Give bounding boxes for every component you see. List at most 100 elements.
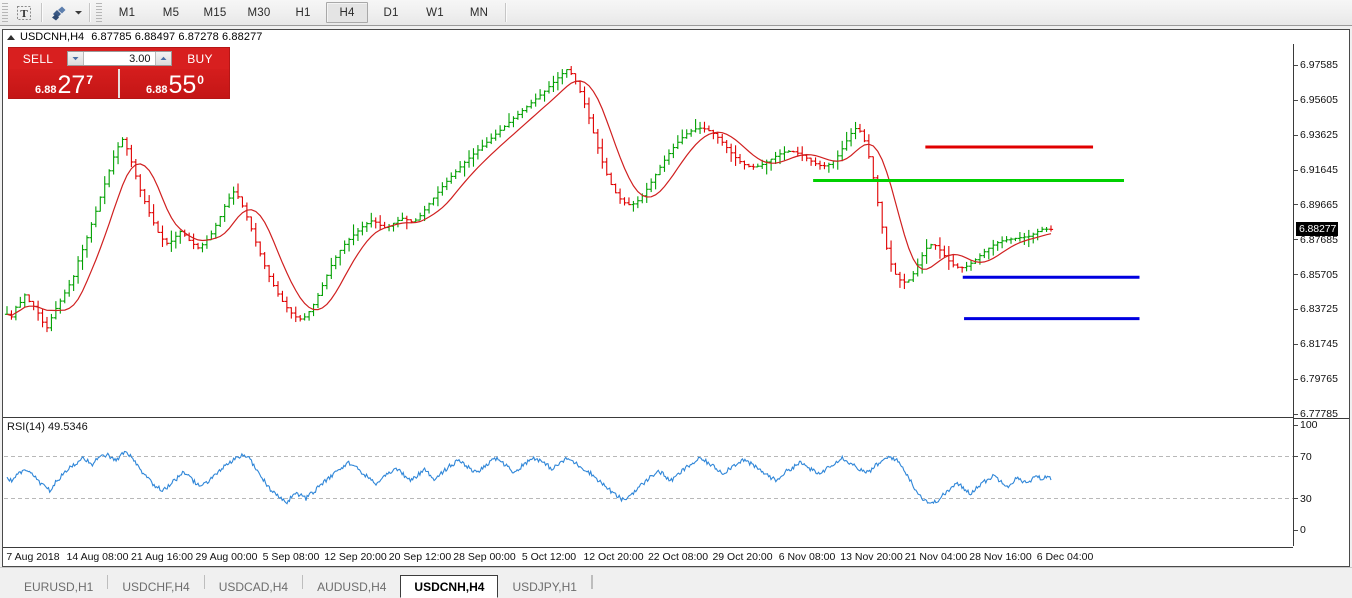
chart-tab-usdchf-h4[interactable]: USDCHF,H4 [122, 580, 190, 594]
price-tick: 6.81745 [1294, 338, 1338, 350]
svg-text:T: T [20, 8, 28, 20]
time-tick-label: 28 Sep 00:00 [453, 551, 516, 563]
tick-dash [1294, 343, 1298, 345]
timeframe-m1[interactable]: M1 [118, 6, 136, 19]
price-tick: 6.89665 [1294, 199, 1338, 211]
timeframe-toolbar-grip[interactable] [96, 3, 102, 22]
timeframe-h1[interactable]: H1 [295, 6, 311, 19]
rsi-label: RSI(14) 49.5346 [7, 421, 88, 433]
time-scale[interactable]: 7 Aug 2018 14 Aug 08:00 21 Aug 16:00 29 Aug… [3, 547, 1293, 567]
rsi-tick-label: 0 [1300, 524, 1306, 536]
buy-price-main: 55 [168, 71, 197, 99]
time-tick-label: 6 Nov 08:00 [778, 551, 836, 563]
tab-divider [203, 574, 205, 589]
timeframe-h4[interactable]: H4 [326, 2, 368, 23]
time-tick-label: 12 Sep 20:00 [324, 551, 387, 563]
chart-tab-usdjpy-h1[interactable]: USDJPY,H1 [512, 580, 577, 594]
price-tick: 6.77785 [1294, 408, 1338, 420]
price-pane[interactable] [3, 44, 1349, 418]
sell-price-cell[interactable]: 6.88 27 7 [9, 69, 120, 98]
price-tick-label: 6.89665 [1300, 198, 1338, 211]
moving-average-line [6, 80, 1052, 317]
timeframe-group: M1 M5 M15 M30 H1 H4 D1 W1 MN [105, 2, 501, 23]
time-tick-label: 14 Aug 08:00 [66, 551, 129, 563]
tick-dash [1294, 529, 1298, 531]
price-tick-label: 6.87685 [1300, 233, 1338, 246]
toolbar-separator-2 [89, 3, 90, 22]
current-price-label: 6.88277 [1296, 222, 1339, 237]
rsi-chart-svg [4, 450, 1293, 505]
timeframe-mn[interactable]: MN [469, 6, 489, 19]
volume-stepper[interactable]: 3.00 [66, 51, 172, 66]
price-scale[interactable]: 6.97585 6.95605 6.93625 6.91645 6.89665 6.876… [1293, 44, 1349, 546]
chart-symbol-label: USDCNH,H4 [20, 31, 85, 43]
time-tick-label: 6 Dec 04:00 [1036, 551, 1094, 563]
rsi-tick: 0 [1294, 524, 1306, 536]
rsi-tick-label: 70 [1300, 450, 1312, 463]
sell-button[interactable]: SELL [22, 51, 54, 66]
toolbar-separator-3 [505, 3, 506, 22]
rsi-tick: 30 [1294, 493, 1312, 505]
timeframe-m5[interactable]: M5 [162, 6, 180, 19]
time-tick-label: 21 Aug 16:00 [131, 551, 193, 563]
timeframe-w1[interactable]: W1 [426, 6, 444, 19]
tick-dash [1294, 498, 1298, 499]
time-tick-label: 12 Oct 20:00 [583, 551, 644, 563]
objects-dropdown-icon[interactable] [46, 1, 72, 24]
main-toolbar: T M1 M5 M15 M30 H1 H4 D1 W1 MN [0, 0, 1352, 26]
chart-ohlc-values: 6.87785 6.88497 6.87278 6.88277 [91, 31, 263, 43]
price-tick: 6.79765 [1294, 373, 1338, 385]
chart-window[interactable]: USDCNH,H4 6.87785 6.88497 6.87278 6.8827… [2, 29, 1350, 567]
chevron-down-icon[interactable] [72, 2, 85, 23]
chart-tab-bar: EURUSD,H1 USDCHF,H4 USDCAD,H4 AUDUSD,H4 USDC… [0, 567, 1352, 598]
tick-dash [1294, 424, 1298, 426]
price-tick-label: 6.93625 [1300, 129, 1338, 142]
price-tick: 6.83725 [1294, 303, 1338, 315]
collapse-triangle-icon[interactable] [7, 34, 15, 40]
price-tick: 6.85705 [1294, 269, 1338, 281]
tick-dash [1294, 204, 1298, 206]
caret-up-icon[interactable] [154, 52, 171, 65]
rsi-tick: 70 [1294, 451, 1312, 463]
timeframe-m15[interactable]: M15 [203, 6, 227, 19]
chart-tab-audusd-h4[interactable]: AUDUSD,H4 [317, 580, 387, 594]
volume-input[interactable]: 3.00 [83, 52, 155, 65]
rsi-tick-label: 100 [1300, 419, 1318, 431]
price-tick-label: 6.83725 [1300, 303, 1338, 316]
price-tick: 6.95605 [1294, 94, 1338, 106]
price-tick-label: 6.77785 [1300, 408, 1338, 420]
time-tick-label: 21 Nov 04:00 [904, 551, 968, 563]
price-chart-svg [4, 66, 1140, 333]
text-tool-icon[interactable]: T [11, 1, 37, 24]
price-tick-label: 6.81745 [1300, 338, 1338, 351]
time-tick-label: 22 Oct 08:00 [647, 551, 709, 563]
rsi-pane[interactable]: RSI(14) 49.5346 [3, 419, 1349, 546]
time-tick-label: 5 Oct 12:00 [521, 551, 577, 563]
tick-dash [1294, 413, 1298, 415]
timeframe-m30[interactable]: M30 [247, 6, 271, 19]
oct-price-row: 6.88 27 7 6.88 55 0 [9, 69, 229, 98]
chart-tab-usdcnh-h4[interactable]: USDCNH,H4 [400, 575, 499, 598]
buy-price-cell[interactable]: 6.88 55 0 [120, 69, 229, 98]
buy-button[interactable]: BUY [187, 51, 213, 66]
oct-top-row: SELL 3.00 BUY [9, 48, 229, 69]
one-click-trading-panel[interactable]: SELL 3.00 BUY 6.88 27 7 [8, 47, 230, 99]
buy-price-fraction: 0 [197, 73, 204, 87]
tab-divider [107, 574, 109, 589]
caret-down-icon[interactable] [67, 52, 84, 65]
toolbar-grip[interactable] [2, 3, 8, 22]
price-tick: 6.87685 [1294, 234, 1338, 246]
tick-dash [1294, 64, 1298, 66]
tick-dash [1294, 239, 1298, 241]
price-tick: 6.97585 [1294, 59, 1338, 71]
chart-tab-usdcad-h4[interactable]: USDCAD,H4 [218, 580, 289, 594]
timeframe-d1[interactable]: D1 [383, 6, 399, 19]
time-tick-label: 13 Nov 20:00 [840, 551, 903, 563]
sell-price-prefix: 6.88 [35, 84, 57, 96]
time-tick-label: 20 Sep 12:00 [388, 551, 452, 563]
chart-tab-eurusd-h1[interactable]: EURUSD,H1 [24, 580, 94, 594]
chart-title-row: USDCNH,H4 6.87785 6.88497 6.87278 6.8827… [3, 30, 1349, 44]
time-tick-label: 29 Aug 00:00 [195, 551, 258, 563]
sell-price-main: 27 [57, 71, 86, 99]
tick-dash [1294, 456, 1298, 457]
